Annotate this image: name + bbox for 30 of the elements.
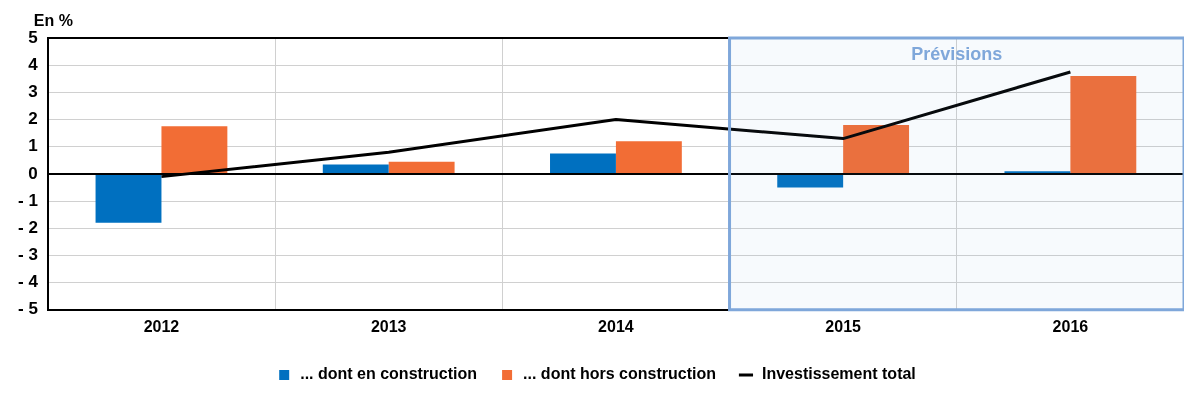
y-axis-title: En %: [33, 12, 73, 30]
bar: [1070, 76, 1137, 173]
y-tick-label: 1: [28, 136, 38, 156]
legend-label: Investissement total: [761, 365, 916, 383]
y-tick-label: 5: [28, 27, 38, 47]
y-tick-label: 3: [28, 82, 38, 102]
x-tick-label: 2013: [370, 317, 407, 335]
y-tick-label: 4: [28, 54, 39, 74]
x-tick-label: 2012: [143, 317, 180, 335]
bar: [777, 174, 844, 188]
y-tick-label: - 3: [18, 245, 38, 265]
y-tick-label: 2: [28, 109, 38, 129]
legend-label: ... dont en construction: [300, 365, 478, 383]
x-tick-label: 2016: [1052, 317, 1089, 335]
y-tick-label: 0: [28, 163, 38, 183]
y-tick-label: - 5: [18, 299, 38, 319]
legend-label: ... dont hors construction: [523, 365, 716, 383]
bar: [161, 126, 228, 173]
bar: [322, 164, 389, 173]
bar: [843, 124, 910, 173]
bar: [95, 174, 162, 223]
bar: [388, 161, 455, 173]
x-tick-label: 2015: [825, 317, 862, 335]
y-tick-label: - 4: [18, 272, 39, 292]
band-label: Prévisions: [911, 43, 1003, 64]
x-tick-label: 2014: [598, 317, 634, 335]
bar: [615, 141, 682, 173]
y-tick-label: - 2: [18, 217, 38, 237]
y-tick-label: - 1: [18, 190, 38, 210]
bar: [550, 153, 616, 173]
